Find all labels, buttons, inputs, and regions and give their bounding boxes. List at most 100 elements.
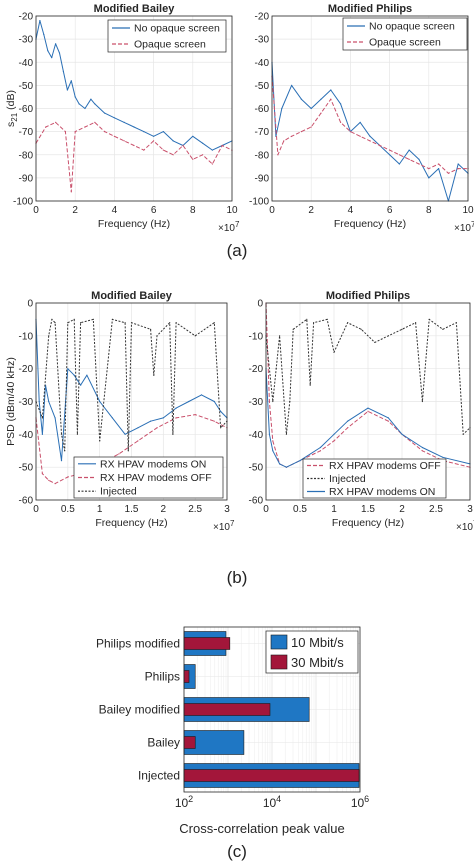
data-point bbox=[118, 453, 120, 455]
legend-box bbox=[342, 17, 468, 51]
y-tick-label: -90 bbox=[255, 173, 270, 184]
y-tick-label: -90 bbox=[19, 173, 34, 184]
data-point bbox=[182, 144, 184, 147]
x-tick-label: 8 bbox=[190, 205, 196, 216]
data-point bbox=[333, 440, 335, 442]
data-point bbox=[200, 394, 203, 396]
data-point bbox=[387, 417, 389, 419]
data-point bbox=[277, 154, 279, 156]
data-point bbox=[84, 107, 86, 110]
data-point bbox=[202, 154, 204, 156]
data-point bbox=[387, 335, 389, 337]
x-tick-label: 3 bbox=[467, 504, 473, 515]
legend-label-0: RX HPAV modems OFF bbox=[329, 460, 441, 472]
data-point bbox=[418, 158, 420, 160]
data-point bbox=[333, 433, 335, 435]
data-point bbox=[447, 172, 449, 174]
x-axis-label: Cross-correlation peak value bbox=[179, 821, 344, 836]
category-label: Injected bbox=[138, 769, 180, 783]
data-point bbox=[80, 322, 82, 324]
y-tick-label: -10 bbox=[249, 331, 264, 342]
y-tick-label: -10 bbox=[19, 331, 34, 342]
legend-box bbox=[107, 19, 227, 53]
data-point bbox=[137, 440, 139, 442]
data-point bbox=[291, 135, 293, 137]
chart-title: Modified Bailey bbox=[91, 290, 173, 302]
y-axis-label: s21 (dB) bbox=[5, 90, 19, 127]
chart-a-bailey: 0 2 4 6 8 10 -100 -90 -80 -70 -60 -50 -40 -30 -20 Modif… bbox=[5, 3, 240, 234]
data-point bbox=[283, 140, 285, 142]
plot-frame bbox=[183, 626, 361, 793]
plot-frame bbox=[35, 15, 233, 202]
y-axis-label-main: s bbox=[5, 122, 17, 127]
data-point bbox=[194, 335, 196, 337]
y-tick-label: -40 bbox=[249, 430, 264, 441]
data-point bbox=[156, 335, 158, 337]
data-point bbox=[162, 417, 164, 419]
data-point bbox=[194, 414, 196, 416]
data-point bbox=[369, 135, 371, 137]
data-point bbox=[438, 168, 440, 170]
y-tick-label: -70 bbox=[255, 127, 270, 138]
chart-title: Modified Philips bbox=[328, 3, 412, 15]
x-multiplier: ×107 bbox=[454, 220, 474, 234]
x-tick-label: 1.5 bbox=[125, 504, 139, 515]
data-point bbox=[333, 351, 335, 353]
y-tick-label: -100 bbox=[13, 197, 33, 208]
data-point bbox=[340, 103, 342, 105]
data-point bbox=[60, 460, 63, 462]
y-tick-label: -30 bbox=[255, 35, 270, 46]
legend-swatch-1 bbox=[270, 654, 288, 670]
data-point bbox=[48, 400, 50, 403]
x-axis-label: Frequency (Hz) bbox=[98, 218, 170, 230]
data-point bbox=[421, 450, 423, 452]
chart-title: Modified Philips bbox=[326, 290, 410, 302]
x-tick-base: 10 bbox=[263, 796, 277, 810]
data-point bbox=[379, 144, 381, 147]
data-point bbox=[127, 450, 129, 452]
data-point bbox=[94, 121, 96, 123]
data-point bbox=[389, 149, 391, 151]
data-point bbox=[292, 328, 294, 330]
x-tick-label: 0 bbox=[263, 504, 269, 515]
x-tick-label: 3 bbox=[224, 504, 230, 515]
data-point bbox=[319, 446, 321, 449]
chart-title: Modified Bailey bbox=[94, 3, 176, 15]
data-point bbox=[175, 322, 177, 324]
x-tick-label: 0 bbox=[33, 504, 39, 515]
legend-label-2: RX HPAV modems ON bbox=[329, 486, 435, 498]
data-point bbox=[47, 50, 49, 52]
series-line-0 bbox=[271, 62, 469, 202]
legend-label-1: Opaque screen bbox=[369, 37, 441, 49]
data-point bbox=[281, 107, 283, 110]
y-tick-label: -30 bbox=[19, 35, 34, 46]
data-point bbox=[39, 20, 41, 22]
data-point bbox=[309, 384, 311, 386]
data-point bbox=[299, 460, 301, 462]
data-point bbox=[104, 112, 106, 114]
data-point bbox=[80, 384, 82, 386]
data-point bbox=[92, 318, 94, 320]
x-tick-label: 2 bbox=[161, 504, 167, 515]
data-point bbox=[330, 89, 332, 91]
data-point bbox=[438, 163, 440, 165]
data-point bbox=[457, 168, 459, 170]
data-point bbox=[408, 149, 410, 151]
data-point bbox=[162, 149, 164, 151]
data-point bbox=[124, 322, 126, 324]
y-tick-label: -30 bbox=[19, 397, 34, 408]
data-point bbox=[442, 456, 444, 458]
data-point bbox=[45, 126, 47, 128]
data-point bbox=[143, 131, 145, 133]
data-point bbox=[279, 463, 281, 465]
data-point bbox=[275, 368, 277, 370]
data-point bbox=[398, 154, 400, 156]
y-tick-label: -50 bbox=[19, 463, 34, 474]
data-point bbox=[421, 400, 423, 403]
data-point bbox=[38, 400, 40, 403]
legend-box bbox=[302, 458, 447, 499]
data-point bbox=[347, 322, 349, 324]
data-point bbox=[319, 450, 321, 452]
data-point bbox=[310, 126, 312, 128]
data-point bbox=[111, 417, 113, 419]
